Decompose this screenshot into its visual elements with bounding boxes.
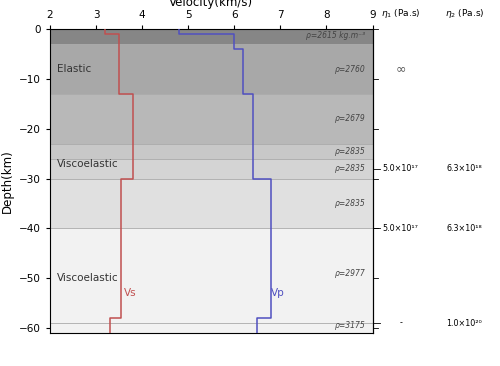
- Text: ρ=2679: ρ=2679: [335, 115, 366, 123]
- Text: ρ=2977: ρ=2977: [335, 269, 366, 278]
- Y-axis label: Depth(km): Depth(km): [0, 149, 14, 213]
- Text: -: -: [399, 318, 402, 328]
- Text: 1.0×10²⁰: 1.0×10²⁰: [446, 318, 482, 328]
- Bar: [50, 29, 372, 44]
- Bar: [50, 228, 372, 333]
- Text: ρ=2615 kg.m⁻³: ρ=2615 kg.m⁻³: [306, 31, 366, 40]
- Text: 6.3×10¹⁸: 6.3×10¹⁸: [446, 164, 482, 173]
- Text: $\infty$: $\infty$: [395, 63, 406, 76]
- Text: 5.0×10¹⁷: 5.0×10¹⁷: [382, 224, 418, 233]
- Text: ρ=2835: ρ=2835: [335, 199, 366, 208]
- X-axis label: Velocity(km/s): Velocity(km/s): [169, 0, 254, 9]
- Text: 5.0×10¹⁷: 5.0×10¹⁷: [382, 164, 418, 173]
- Text: ρ=2835: ρ=2835: [335, 164, 366, 173]
- Bar: [50, 179, 372, 228]
- Text: ρ=2760: ρ=2760: [335, 65, 366, 74]
- Text: $\eta_1$ (Pa.s): $\eta_1$ (Pa.s): [381, 7, 420, 20]
- Bar: [50, 94, 372, 144]
- Text: 6.3×10¹⁸: 6.3×10¹⁸: [446, 224, 482, 233]
- Bar: [50, 159, 372, 179]
- Text: Vs: Vs: [124, 288, 136, 298]
- Text: Viscoelastic: Viscoelastic: [57, 273, 118, 283]
- Text: ρ=3175: ρ=3175: [335, 321, 366, 330]
- Bar: [50, 144, 372, 159]
- Text: Elastic: Elastic: [57, 64, 91, 74]
- Text: Vp: Vp: [271, 288, 285, 298]
- Text: Viscoelastic: Viscoelastic: [57, 159, 118, 169]
- Text: $\eta_2$ (Pa.s): $\eta_2$ (Pa.s): [444, 7, 484, 20]
- Text: ρ=2835: ρ=2835: [335, 147, 366, 156]
- Bar: [50, 44, 372, 94]
